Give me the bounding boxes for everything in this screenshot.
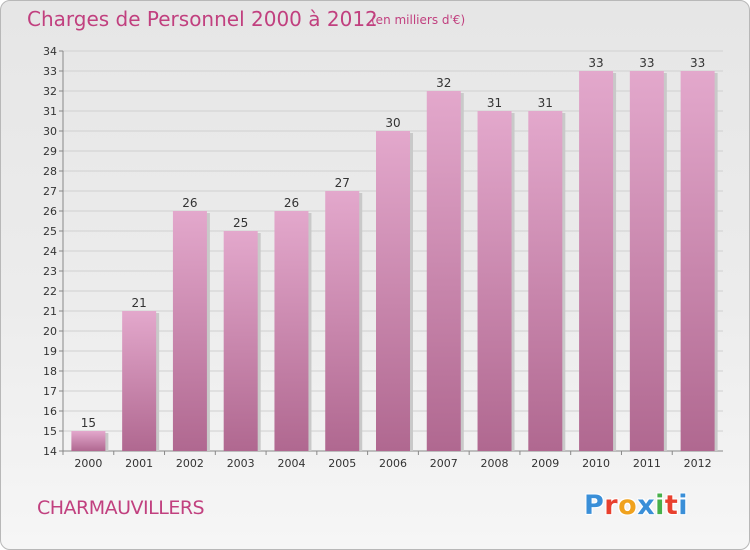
data-label: 15 (81, 416, 96, 430)
y-tick-label: 14 (43, 445, 57, 458)
y-tick-label: 27 (43, 185, 57, 198)
bars (71, 71, 718, 451)
x-tick-label: 2010 (582, 457, 610, 470)
logo-letter: o (618, 490, 638, 521)
y-tick-label: 33 (43, 65, 57, 78)
y-tick-label: 24 (43, 245, 57, 258)
bar (579, 71, 614, 451)
y-tick-label: 23 (43, 265, 57, 278)
y-tick-label: 19 (43, 345, 57, 358)
bar (274, 211, 309, 451)
bar (528, 111, 563, 451)
logo-letter: i (678, 490, 689, 521)
x-tick-label: 2006 (379, 457, 407, 470)
x-tick-label: 2007 (430, 457, 458, 470)
y-tick-label: 20 (43, 325, 57, 338)
data-label: 33 (690, 56, 705, 70)
data-label: 21 (132, 296, 147, 310)
data-label: 31 (487, 96, 502, 110)
logo-letter: P (584, 490, 605, 521)
proxiti-logo[interactable]: Proxiti (584, 490, 688, 521)
data-label: 33 (588, 56, 603, 70)
chart-subtitle: (en milliers d'€) (371, 13, 466, 27)
x-tick-label: 2001 (125, 457, 153, 470)
y-tick-label: 29 (43, 145, 57, 158)
y-tick-label: 26 (43, 205, 57, 218)
data-label: 30 (385, 116, 400, 130)
y-tick-label: 28 (43, 165, 57, 178)
commune-name: CHARMAUVILLERS (37, 497, 205, 519)
y-tick-label: 34 (43, 45, 57, 58)
bar (426, 91, 461, 451)
data-label: 26 (182, 196, 197, 210)
data-label: 27 (335, 176, 350, 190)
y-tick-label: 31 (43, 105, 57, 118)
x-tick-label: 2004 (277, 457, 305, 470)
data-label: 26 (284, 196, 299, 210)
logo-letter: x (637, 490, 656, 521)
x-tick-label: 2000 (74, 457, 102, 470)
bar (223, 231, 258, 451)
x-tick-label: 2002 (176, 457, 204, 470)
y-tick-label: 21 (43, 305, 57, 318)
x-tick-label: 2008 (481, 457, 509, 470)
logo-letter: i (655, 490, 665, 521)
chart-title: Charges de Personnel 2000 à 2012 (27, 7, 378, 31)
bar (680, 71, 715, 451)
logo-letter: r (604, 490, 619, 521)
logo-letter: t (664, 490, 679, 521)
bar (122, 311, 157, 451)
bar (172, 211, 207, 451)
data-label: 33 (639, 56, 654, 70)
y-tick-label: 25 (43, 225, 57, 238)
bar (325, 191, 360, 451)
y-tick-label: 15 (43, 425, 57, 438)
bar (477, 111, 512, 451)
bar (376, 131, 410, 451)
x-tick-label: 2005 (328, 457, 356, 470)
data-label: 25 (233, 216, 248, 230)
x-tick-label: 2003 (227, 457, 255, 470)
bar (71, 431, 106, 451)
y-tick-label: 17 (43, 385, 57, 398)
x-tick-label: 2012 (684, 457, 712, 470)
x-tick-label: 2011 (633, 457, 661, 470)
bar (629, 71, 664, 451)
x-tick-label: 2009 (531, 457, 559, 470)
y-tick-label: 16 (43, 405, 57, 418)
y-tick-label: 18 (43, 365, 57, 378)
data-label: 31 (538, 96, 553, 110)
y-tick-label: 30 (43, 125, 57, 138)
labels: 15 21 26 25 26 27 30 32 31 31 33 33 33 (81, 56, 706, 430)
data-label: 32 (436, 76, 451, 90)
y-tick-label: 22 (43, 285, 57, 298)
y-tick-label: 32 (43, 85, 57, 98)
